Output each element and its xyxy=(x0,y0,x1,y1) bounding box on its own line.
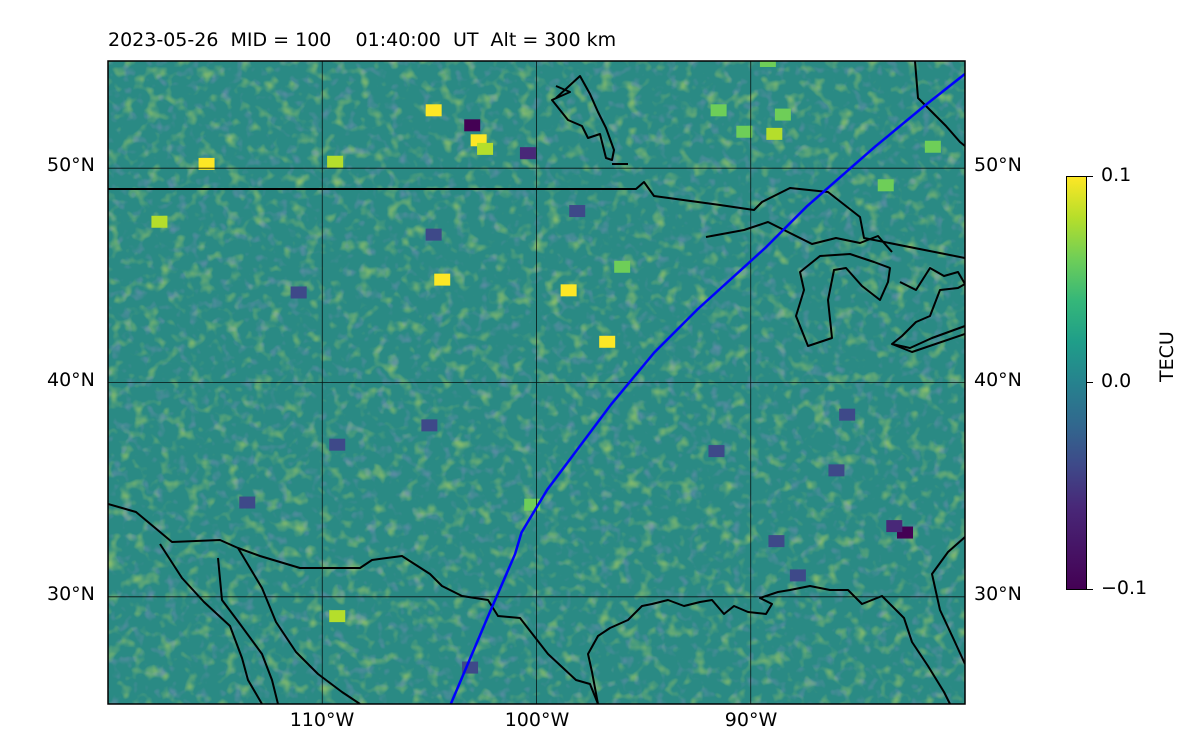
positive-tec-anomaly xyxy=(477,142,494,155)
satellite-track xyxy=(449,72,965,704)
positive-tec-anomaly xyxy=(774,108,791,121)
negative-tec-anomaly xyxy=(464,119,481,132)
colorbar-tick-label: 0.0 xyxy=(1101,370,1132,392)
map-frame xyxy=(107,60,966,705)
lon-label: 110°W xyxy=(289,709,355,731)
lat-label-right: 50°N xyxy=(974,154,1022,176)
positive-tec-anomaly xyxy=(434,273,451,286)
positive-tec-anomaly xyxy=(766,127,783,140)
positive-tec-anomaly xyxy=(599,335,616,348)
negative-tec-anomaly xyxy=(886,520,903,533)
gulf-of-california-east xyxy=(237,547,361,704)
hudson-bay-east-coast xyxy=(914,61,965,147)
positive-tec-anomaly xyxy=(736,125,753,138)
graticule xyxy=(108,61,965,704)
negative-tec-anomaly xyxy=(708,445,725,458)
us-canada-border xyxy=(108,181,965,259)
positive-tec-anomaly xyxy=(560,284,577,297)
lake-erie-outline xyxy=(891,333,965,353)
positive-tec-anomaly xyxy=(151,215,168,228)
lon-label: 100°W xyxy=(504,709,570,731)
negative-tec-anomaly xyxy=(828,464,845,477)
positive-tec-anomaly xyxy=(759,61,776,67)
hudson-bay-coast xyxy=(551,75,615,161)
colorbar-tick xyxy=(1087,382,1093,383)
positive-tec-anomaly xyxy=(710,104,727,117)
lake-michigan-outline xyxy=(795,253,891,347)
florida-atlantic-coast xyxy=(931,536,965,665)
colorbar-tick xyxy=(1087,589,1093,590)
coastlines xyxy=(108,61,965,704)
colorbar-tick xyxy=(1087,176,1093,177)
positive-tec-anomaly xyxy=(198,157,215,170)
colorbar-tick-label: −0.1 xyxy=(1101,577,1148,599)
positive-tec-anomaly xyxy=(327,155,344,168)
lat-label-right: 40°N xyxy=(974,369,1022,391)
us-mexico-border xyxy=(108,503,599,704)
positive-tec-anomaly xyxy=(425,104,442,117)
negative-tec-anomaly xyxy=(290,286,307,299)
lat-label-right: 30°N xyxy=(974,583,1022,605)
positive-tec-anomaly xyxy=(877,179,894,192)
negative-tec-anomaly xyxy=(768,535,785,548)
positive-tec-anomaly xyxy=(614,260,631,273)
positive-tec-anomaly xyxy=(329,610,346,623)
lat-label-left: 40°N xyxy=(47,369,95,391)
colorbar xyxy=(1066,176,1087,590)
negative-tec-anomaly xyxy=(789,569,806,582)
plot-title: 2023-05-26 MID = 100 01:40:00 UT Alt = 3… xyxy=(108,29,617,51)
negative-tec-anomaly xyxy=(239,496,256,509)
negative-tec-anomaly xyxy=(425,228,442,241)
lake-superior-outline xyxy=(705,221,893,253)
gulf-of-california-west xyxy=(217,557,279,704)
negative-tec-anomaly xyxy=(839,408,856,421)
negative-tec-anomaly xyxy=(421,419,438,432)
lat-label-left: 50°N xyxy=(47,154,95,176)
lon-label: 90°W xyxy=(724,709,778,731)
negative-tec-anomaly xyxy=(329,438,346,451)
lake-huron-outline xyxy=(891,267,965,349)
positive-tec-anomaly xyxy=(924,140,941,153)
colorbar-label: TECU xyxy=(1156,331,1178,382)
negative-tec-anomaly xyxy=(569,205,586,218)
baja-peninsula xyxy=(159,543,263,704)
colorbar-tick-label: 0.1 xyxy=(1101,164,1132,186)
lat-label-left: 30°N xyxy=(47,583,95,605)
gulf-of-mexico-coast xyxy=(587,585,951,704)
negative-tec-anomaly xyxy=(519,147,536,160)
